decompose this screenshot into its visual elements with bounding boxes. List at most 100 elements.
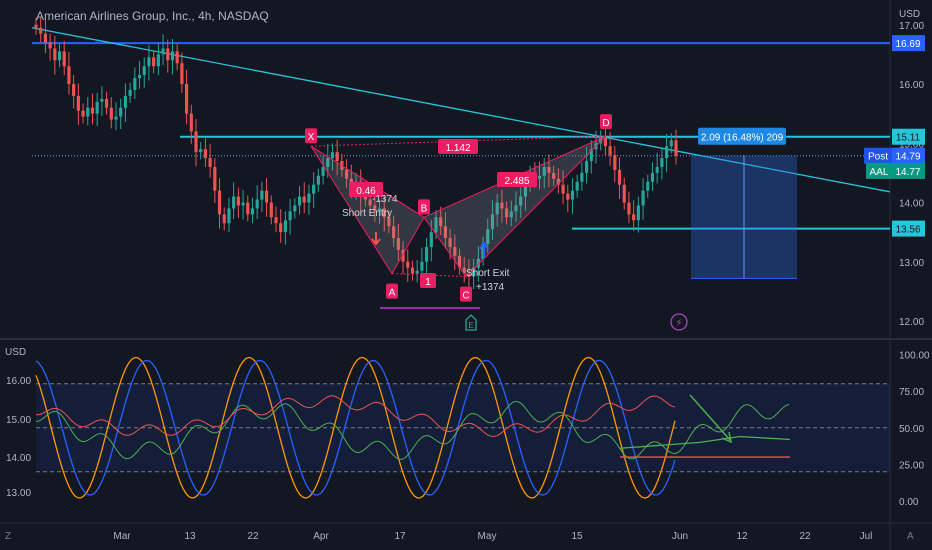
candle (646, 174, 650, 198)
short-entry-arrow (371, 232, 381, 246)
candle (312, 172, 316, 208)
x-tick-label: 17 (394, 531, 406, 542)
candle (297, 185, 302, 215)
candle-body (622, 184, 626, 203)
candle (170, 38, 175, 75)
candle-body (650, 172, 655, 182)
pattern-ratio: 2.485 (504, 176, 529, 187)
position-label-bg (698, 127, 786, 145)
candle-body (302, 196, 306, 203)
indicator-left-tick: 14.00 (6, 453, 31, 464)
y-tick-label: 13.00 (899, 258, 924, 269)
x-tick-label: Mar (113, 531, 131, 542)
candle (650, 162, 655, 191)
oscillator-red (35, 395, 676, 438)
candle-body (62, 51, 66, 67)
candle (599, 130, 603, 151)
candle (57, 44, 62, 68)
indicator-left-tick: 13.00 (6, 488, 31, 499)
candle (264, 178, 269, 217)
pattern-point-label: B (421, 203, 428, 214)
candle (406, 249, 410, 282)
candle-body (326, 158, 330, 167)
candle (566, 184, 570, 212)
indicator-left-tick: 15.00 (6, 415, 31, 426)
candle-body (453, 246, 457, 256)
x-tick-label: Jul (860, 531, 873, 542)
candle-body (250, 208, 255, 215)
candle-body (674, 140, 678, 156)
candle-body (504, 208, 509, 218)
candle-body (76, 95, 80, 111)
candle-body (664, 146, 669, 159)
price-label-13.56: 13.56 (892, 220, 925, 237)
candle-body (279, 223, 283, 233)
candle-body (589, 149, 593, 162)
candle-body (189, 113, 193, 132)
candle (81, 103, 85, 124)
pattern-point-D (600, 114, 612, 130)
candle (34, 17, 38, 35)
currency-label-top: USD (899, 9, 920, 20)
pattern-xd (310, 135, 607, 147)
candle-body (81, 110, 85, 117)
candle-body (312, 184, 316, 194)
candle (142, 57, 146, 88)
candle (547, 154, 551, 188)
ticker-price-bg (892, 162, 925, 179)
x-tick-label: Apr (313, 531, 329, 542)
candle (330, 143, 335, 171)
price-label-16.69: 16.69 (892, 35, 925, 52)
x-tick-label: 15 (571, 531, 583, 542)
candle-body (264, 190, 269, 203)
candle-body (467, 273, 471, 277)
level-tag-bg (892, 35, 925, 52)
candle-body (217, 190, 222, 215)
candle (283, 211, 288, 245)
annotation-arrowhead (721, 431, 733, 444)
candle (232, 182, 236, 220)
candle (114, 102, 118, 131)
candle (660, 149, 664, 180)
oscillator-green (35, 400, 790, 460)
candle (490, 200, 495, 240)
candle (288, 198, 292, 235)
x-tick-label: 22 (247, 531, 259, 542)
candle (382, 195, 386, 232)
candle (613, 146, 617, 183)
candle (76, 83, 80, 125)
candle-body (241, 202, 245, 206)
pattern-point-label: C (462, 291, 469, 302)
harmonic-pattern: X A B C D 0.46 1.142 1 2.485 (305, 114, 612, 309)
candle-body (669, 140, 673, 147)
dividend-marker-label: ⚡ (675, 318, 682, 329)
candle (156, 43, 160, 76)
candle (514, 191, 518, 223)
candle (269, 195, 273, 225)
candle-body (392, 226, 396, 239)
candle (279, 209, 283, 243)
pattern-xab (310, 145, 425, 275)
earnings-marker (465, 314, 477, 331)
pattern-ratio-bg (438, 139, 478, 154)
candle (561, 170, 565, 205)
candle (241, 190, 245, 220)
candle-body (542, 166, 546, 176)
pattern-ratio: 1.142 (445, 143, 470, 154)
candle (472, 258, 476, 290)
candle-body (67, 66, 71, 84)
candle-body (617, 169, 622, 185)
pattern-point-label: X (308, 132, 315, 143)
post-tag (864, 147, 892, 164)
candle-body (344, 169, 349, 179)
y-tick-label: 12.00 (899, 317, 924, 328)
candle (542, 158, 546, 189)
candle (217, 178, 222, 229)
candle (86, 97, 90, 126)
candle-body (53, 48, 57, 61)
candle-body (575, 181, 579, 191)
candle-body (260, 190, 264, 200)
candle-body (584, 161, 589, 173)
candle-body (396, 238, 400, 250)
